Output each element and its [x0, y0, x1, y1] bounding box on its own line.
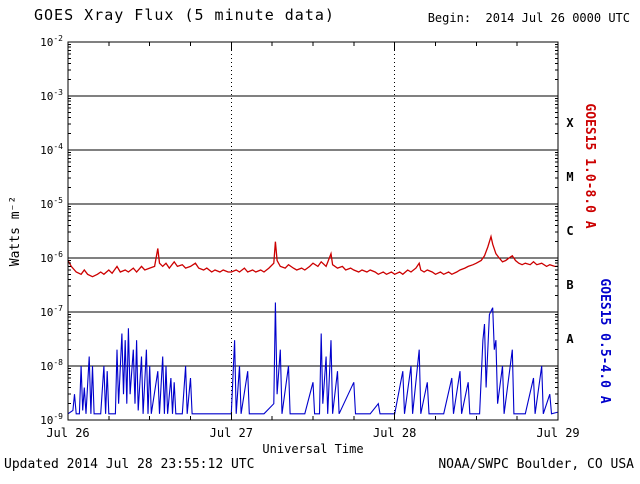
y-tick-label: 10-4 [40, 142, 63, 157]
flare-class-label: B [566, 278, 573, 292]
x-tick-label: Jul 28 [373, 426, 416, 440]
x-tick-label: Jul 26 [46, 426, 89, 440]
y-tick-label: 10-5 [40, 196, 63, 211]
y-tick-label: 10-8 [40, 358, 63, 373]
goes-short-series-label: GOES15 0.5-4.0 A [597, 278, 612, 404]
goes-long-series-label: GOES15 1.0-8.0 A [582, 103, 597, 229]
y-tick-label: 10-7 [40, 304, 63, 319]
chart-title: GOES Xray Flux (5 minute data) [34, 6, 335, 24]
xray-short-series [68, 302, 558, 415]
updated-timestamp: Updated 2014 Jul 28 23:55:12 UTC [4, 457, 255, 472]
flare-class-label: X [566, 116, 574, 130]
x-tick-label: Jul 29 [536, 426, 579, 440]
y-tick-label: 10-3 [40, 88, 63, 103]
x-axis-label: Universal Time [262, 442, 363, 456]
y-tick-label: 10-9 [40, 412, 63, 427]
begin-timestamp: Begin: 2014 Jul 26 0000 UTC [427, 11, 630, 25]
y-tick-label: 10-6 [40, 250, 63, 265]
flare-class-label: M [566, 170, 573, 184]
y-tick-label: 10-2 [40, 34, 63, 49]
flare-class-label: C [566, 224, 573, 238]
source-credit: NOAA/SWPC Boulder, CO USA [438, 457, 634, 472]
y-axis-label: Watts m⁻² [8, 195, 23, 267]
x-tick-label: Jul 27 [210, 426, 253, 440]
flare-class-label: A [566, 332, 574, 346]
xray-long-series [68, 233, 558, 278]
